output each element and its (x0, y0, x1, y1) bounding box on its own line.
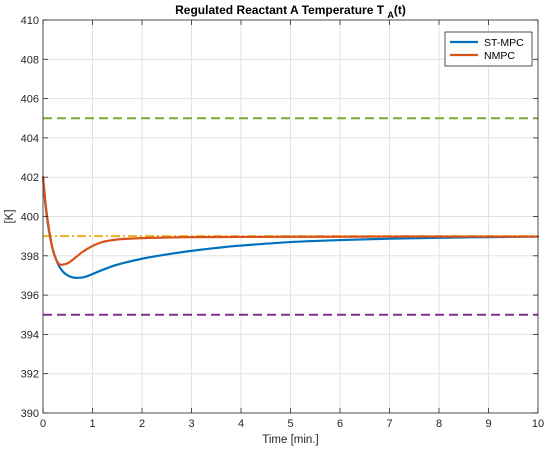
y-tick-label: 406 (21, 94, 39, 106)
chart-title: Regulated Reactant A Temperature T A(t) (175, 3, 406, 20)
title-subscript: A (387, 10, 394, 20)
axis-labels: Time [min.] [K] (4, 209, 319, 446)
x-tick-label: 5 (287, 418, 293, 430)
y-tick-label: 408 (21, 54, 39, 66)
y-tick-label: 396 (21, 290, 39, 302)
legend-label: ST-MPC (484, 37, 524, 49)
series-lines (41, 176, 540, 279)
y-tick-label: 390 (21, 408, 39, 420)
axes (42, 19, 539, 414)
x-tick-label: 9 (485, 418, 491, 430)
y-tick-label: 400 (21, 212, 39, 224)
series-line-nmpc (41, 176, 540, 266)
x-tick-label: 10 (532, 418, 544, 430)
legend-box (444, 31, 533, 67)
y-tick-label: 394 (21, 329, 39, 341)
x-tick-label: 2 (139, 418, 145, 430)
grid (42, 19, 539, 414)
x-tick-label: 8 (436, 418, 442, 430)
x-tick-label: 1 (89, 418, 95, 430)
y-tick-label: 410 (21, 15, 39, 27)
x-axis-label: Time [min.] (262, 434, 318, 446)
legend-label: NMPC (484, 50, 515, 62)
x-tick-label: 7 (386, 418, 392, 430)
y-tick-label: 392 (21, 369, 39, 381)
y-tick-label: 402 (21, 172, 39, 184)
x-tick-label: 3 (188, 418, 194, 430)
title-text: Regulated Reactant A Temperature T A(t) (175, 3, 406, 20)
y-tick-label: 404 (21, 133, 39, 145)
title-suffix: (t) (394, 3, 406, 17)
x-tick-label: 6 (337, 418, 343, 430)
y-tick-label: 398 (21, 251, 39, 263)
x-tick-label: 0 (40, 418, 46, 430)
y-axis-label: [K] (4, 209, 16, 223)
x-tick-label: 4 (238, 418, 244, 430)
title-main: Regulated Reactant A Temperature T (175, 3, 387, 17)
tick-labels: 0 1 2 3 4 5 6 7 8 9 10 390 392 394 396 398 400 402 404 406 4… (21, 15, 544, 430)
